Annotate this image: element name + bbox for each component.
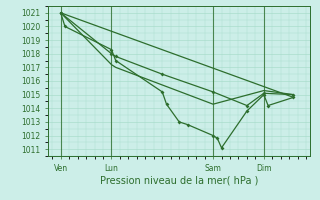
X-axis label: Pression niveau de la mer( hPa ): Pression niveau de la mer( hPa )	[100, 175, 258, 185]
